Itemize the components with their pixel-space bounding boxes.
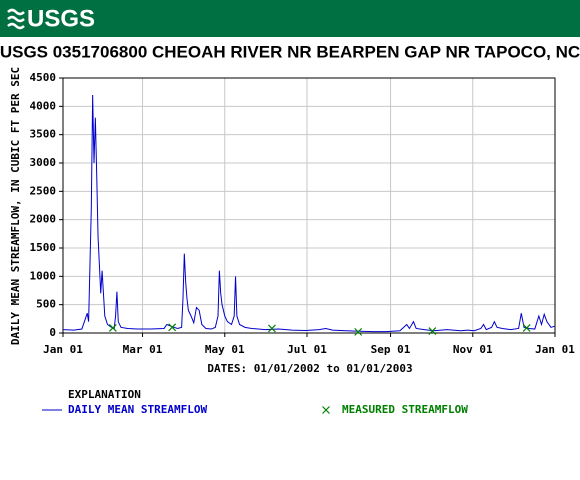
y-tick-label: 1000 (30, 269, 57, 282)
y-tick-label: 1500 (30, 241, 57, 254)
legend-label: MEASURED STREAMFLOW (342, 403, 468, 416)
x-tick-label: Mar 01 (123, 343, 163, 356)
x-tick-label: Jan 01 (43, 343, 83, 356)
plot-area (63, 78, 555, 333)
y-tick-label: 4000 (30, 99, 57, 112)
measured-point (428, 327, 437, 335)
measured-point (354, 327, 363, 336)
legend-swatch (322, 406, 330, 414)
legend-title: EXPLANATION (68, 388, 141, 401)
header-band (0, 0, 580, 37)
logo-mark (7, 8, 25, 30)
y-axis-label: DAILY MEAN STREAMFLOW, IN CUBIC FT PER S… (9, 67, 22, 345)
measured-point (168, 323, 177, 332)
chart-title: USGS 0351706800 CHEOAH RIVER NR BEARPEN … (0, 42, 580, 61)
streamflow-line (62, 94, 556, 333)
y-tick-label: 2000 (30, 213, 57, 226)
measured-point (268, 324, 276, 333)
measured-point (108, 323, 117, 332)
measured-point (522, 323, 531, 332)
logo: USGS (27, 5, 95, 32)
y-tick-label: 2500 (30, 184, 57, 197)
y-tick-label: 3000 (30, 156, 57, 169)
y-tick-label: 500 (36, 298, 56, 311)
y-tick-label: 0 (49, 326, 56, 339)
x-axis-label: DATES: 01/01/2002 to 01/01/2003 (207, 362, 412, 375)
legend-label: DAILY MEAN STREAMFLOW (68, 403, 207, 416)
x-tick-label: Sep 01 (371, 343, 411, 356)
x-tick-label: Jan 01 (535, 343, 575, 356)
y-tick-label: 3500 (30, 128, 57, 141)
plot-frame (62, 77, 556, 334)
x-tick-label: Jul 01 (287, 343, 327, 356)
y-tick-label: 4500 (30, 71, 57, 84)
x-tick-label: May 01 (205, 343, 245, 356)
x-tick-label: Nov 01 (453, 343, 493, 356)
